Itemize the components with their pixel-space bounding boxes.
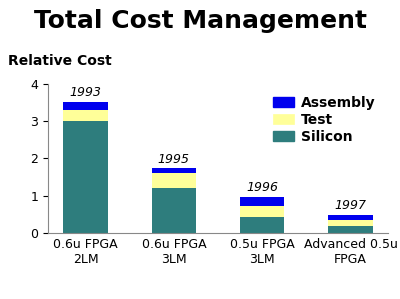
- Bar: [240, 206, 284, 217]
- Bar: [328, 220, 372, 226]
- Bar: [240, 217, 284, 233]
- Legend: Assembly, Test, Silicon: Assembly, Test, Silicon: [268, 91, 381, 149]
- Bar: [328, 215, 372, 220]
- Bar: [240, 197, 284, 206]
- Bar: [152, 168, 196, 173]
- Text: 1993: 1993: [70, 86, 102, 99]
- Bar: [152, 173, 196, 188]
- Text: Relative Cost: Relative Cost: [8, 54, 112, 68]
- Text: Total Cost Management: Total Cost Management: [34, 9, 366, 33]
- Bar: [64, 102, 108, 110]
- Bar: [64, 110, 108, 121]
- Bar: [152, 188, 196, 233]
- Text: 1997: 1997: [334, 199, 366, 212]
- Bar: [64, 121, 108, 233]
- Text: 1995: 1995: [158, 152, 190, 166]
- Text: 1996: 1996: [246, 181, 278, 194]
- Bar: [328, 226, 372, 233]
